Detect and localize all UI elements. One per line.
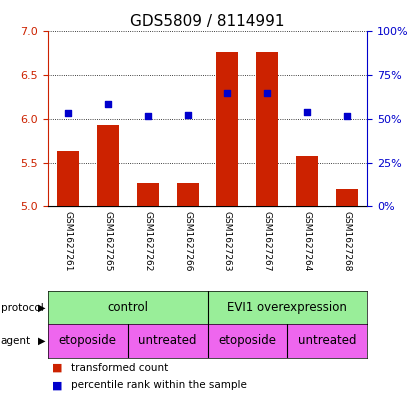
Text: etoposide: etoposide xyxy=(59,334,117,347)
Point xyxy=(184,111,191,118)
Text: ■: ■ xyxy=(52,362,62,373)
Bar xyxy=(57,151,79,206)
Bar xyxy=(296,156,318,206)
Point xyxy=(224,90,231,96)
Point xyxy=(144,113,151,119)
Text: ■: ■ xyxy=(52,380,62,390)
Text: untreated: untreated xyxy=(298,334,356,347)
Text: GSM1627264: GSM1627264 xyxy=(303,211,312,271)
Text: GSM1627266: GSM1627266 xyxy=(183,211,192,271)
Text: control: control xyxy=(107,301,148,314)
Text: percentile rank within the sample: percentile rank within the sample xyxy=(71,380,247,390)
Text: GSM1627261: GSM1627261 xyxy=(63,211,72,271)
Text: etoposide: etoposide xyxy=(218,334,276,347)
Point xyxy=(104,101,111,107)
Text: GSM1627263: GSM1627263 xyxy=(223,211,232,271)
Bar xyxy=(97,125,119,206)
Text: protocol: protocol xyxy=(1,303,44,312)
Bar xyxy=(137,183,159,206)
Point xyxy=(304,109,311,115)
Bar xyxy=(217,51,239,206)
Text: ▶: ▶ xyxy=(38,303,46,312)
Text: ▶: ▶ xyxy=(38,336,46,346)
Bar xyxy=(336,189,358,206)
Point xyxy=(344,113,351,119)
Text: GSM1627267: GSM1627267 xyxy=(263,211,272,271)
Text: GSM1627265: GSM1627265 xyxy=(103,211,112,271)
Text: agent: agent xyxy=(1,336,31,346)
Point xyxy=(264,90,271,96)
Text: GSM1627262: GSM1627262 xyxy=(143,211,152,271)
Text: transformed count: transformed count xyxy=(71,362,168,373)
Text: untreated: untreated xyxy=(138,334,197,347)
Point xyxy=(64,110,71,116)
Text: GSM1627268: GSM1627268 xyxy=(343,211,352,271)
Bar xyxy=(256,51,278,206)
Text: EVI1 overexpression: EVI1 overexpression xyxy=(227,301,347,314)
Bar xyxy=(176,183,198,206)
Text: GDS5809 / 8114991: GDS5809 / 8114991 xyxy=(130,14,285,29)
